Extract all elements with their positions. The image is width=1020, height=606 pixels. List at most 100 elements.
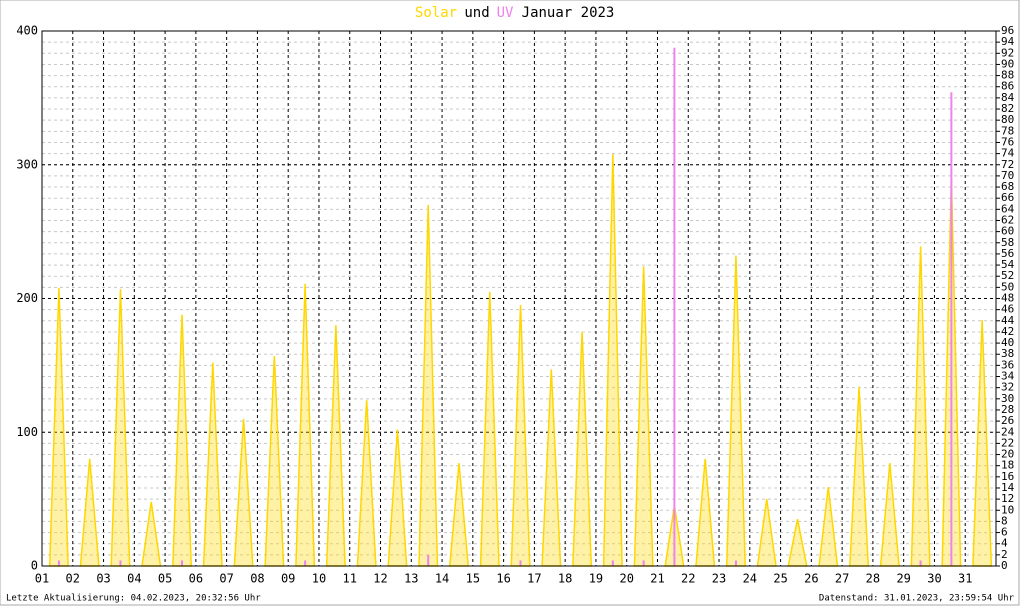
- x-tick-label: 25: [773, 572, 787, 586]
- x-tick-label: 10: [312, 572, 326, 586]
- y2-tick-label: 28: [1001, 403, 1014, 416]
- solar-spike: [79, 458, 100, 567]
- solar-spike: [695, 458, 716, 567]
- solar-spike: [510, 305, 531, 567]
- title-connector: und: [464, 5, 489, 21]
- x-tick-label: 04: [127, 572, 141, 586]
- y2-tick-label: 90: [1001, 57, 1014, 70]
- x-tick-label: 16: [496, 572, 510, 586]
- solar-spike: [879, 462, 900, 567]
- y2-tick-label: 96: [1001, 24, 1014, 37]
- x-tick-label: 23: [712, 572, 726, 586]
- x-tick-label: 21: [650, 572, 664, 586]
- y2-tick-label: 80: [1001, 113, 1014, 126]
- y2-tick-label: 74: [1001, 147, 1015, 160]
- y2-tick-label: 64: [1001, 202, 1015, 215]
- x-tick-label: 09: [281, 572, 295, 586]
- y2-tick-label: 22: [1001, 436, 1014, 449]
- y2-tick-label: 86: [1001, 80, 1014, 93]
- y2-tick-label: 66: [1001, 191, 1014, 204]
- solar-spike: [202, 362, 223, 567]
- y2-tick-label: 54: [1001, 258, 1015, 271]
- y2-tick-label: 60: [1001, 225, 1014, 238]
- y2-tick-label: 34: [1001, 370, 1015, 383]
- y-tick-label: 100: [16, 425, 38, 439]
- x-tick-label: 18: [558, 572, 572, 586]
- title-uv: UV: [497, 5, 514, 21]
- solar-spike: [110, 289, 131, 567]
- y2-tick-label: 30: [1001, 392, 1014, 405]
- y2-tick-label: 78: [1001, 124, 1014, 137]
- y2-tick-label: 82: [1001, 102, 1014, 115]
- x-tick-label: 29: [896, 572, 910, 586]
- footer-right: Datenstand: 31.01.2023, 23:59:54 Uhr: [819, 594, 1015, 604]
- y-tick-label: 300: [16, 157, 38, 171]
- solar-spike: [787, 519, 808, 567]
- x-tick-label: 19: [589, 572, 603, 586]
- x-tick-label: 06: [189, 572, 203, 586]
- solar-spike: [264, 355, 285, 567]
- title-solar: Solar: [415, 5, 457, 21]
- y2-tick-label: 46: [1001, 303, 1014, 316]
- y2-tick-label: 92: [1001, 46, 1014, 59]
- x-tick-label: 26: [804, 572, 818, 586]
- x-tick-label: 15: [466, 572, 480, 586]
- solar-spike: [295, 283, 316, 567]
- x-tick-label: 22: [681, 572, 695, 586]
- x-tick-label: 13: [404, 572, 418, 586]
- footer-left: Letzte Aktualisierung: 04.02.2023, 20:32…: [6, 594, 261, 604]
- x-tick-label: 14: [435, 572, 449, 586]
- y2-tick-label: 88: [1001, 69, 1014, 82]
- y2-tick-label: 12: [1001, 492, 1014, 505]
- y2-tick-label: 2: [1001, 548, 1008, 561]
- x-tick-label: 31: [958, 572, 972, 586]
- y2-tick-label: 26: [1001, 414, 1014, 427]
- x-tick-label: 03: [96, 572, 110, 586]
- x-tick-label: 12: [373, 572, 387, 586]
- y2-tick-label: 16: [1001, 470, 1014, 483]
- y2-tick-label: 52: [1001, 269, 1014, 282]
- y2-tick-label: 50: [1001, 280, 1014, 293]
- solar-spike: [387, 429, 408, 567]
- y2-tick-label: 42: [1001, 325, 1014, 338]
- y2-tick-label: 10: [1001, 503, 1014, 516]
- y2-tick-label: 40: [1001, 336, 1014, 349]
- solar-spike: [972, 319, 993, 567]
- x-tick-label: 20: [619, 572, 633, 586]
- x-tick-label: 05: [158, 572, 172, 586]
- y2-tick-label: 6: [1001, 526, 1008, 539]
- y2-tick-label: 76: [1001, 135, 1014, 148]
- x-tick-label: 24: [743, 572, 757, 586]
- y2-tick-label: 58: [1001, 236, 1014, 249]
- solar-spike: [910, 246, 931, 567]
- title-suffix: Januar 2023: [522, 5, 615, 21]
- y2-tick-label: 18: [1001, 459, 1014, 472]
- y-tick-label: 0: [31, 559, 38, 573]
- solar-spike: [479, 291, 500, 567]
- x-tick-label: 27: [835, 572, 849, 586]
- y2-tick-label: 44: [1001, 314, 1015, 327]
- y-tick-label: 200: [16, 291, 38, 305]
- y2-tick-label: 14: [1001, 481, 1015, 494]
- y2-tick-label: 84: [1001, 91, 1015, 104]
- y2-tick-label: 70: [1001, 169, 1014, 182]
- y2-tick-label: 32: [1001, 381, 1014, 394]
- solar-spike: [572, 331, 593, 567]
- x-tick-label: 02: [66, 572, 80, 586]
- x-tick-label: 30: [927, 572, 941, 586]
- y2-tick-label: 4: [1001, 537, 1008, 550]
- solar-spike: [141, 501, 162, 567]
- x-tick-label: 07: [219, 572, 233, 586]
- y2-tick-label: 94: [1001, 35, 1015, 48]
- y2-tick-label: 24: [1001, 425, 1015, 438]
- solar-spike: [233, 418, 254, 567]
- solar-spike: [48, 287, 69, 567]
- plot-border: [41, 30, 997, 567]
- y2-tick-label: 56: [1001, 247, 1014, 260]
- solar-spike: [541, 369, 562, 567]
- solar-spike: [418, 204, 439, 567]
- x-tick-label: 28: [866, 572, 880, 586]
